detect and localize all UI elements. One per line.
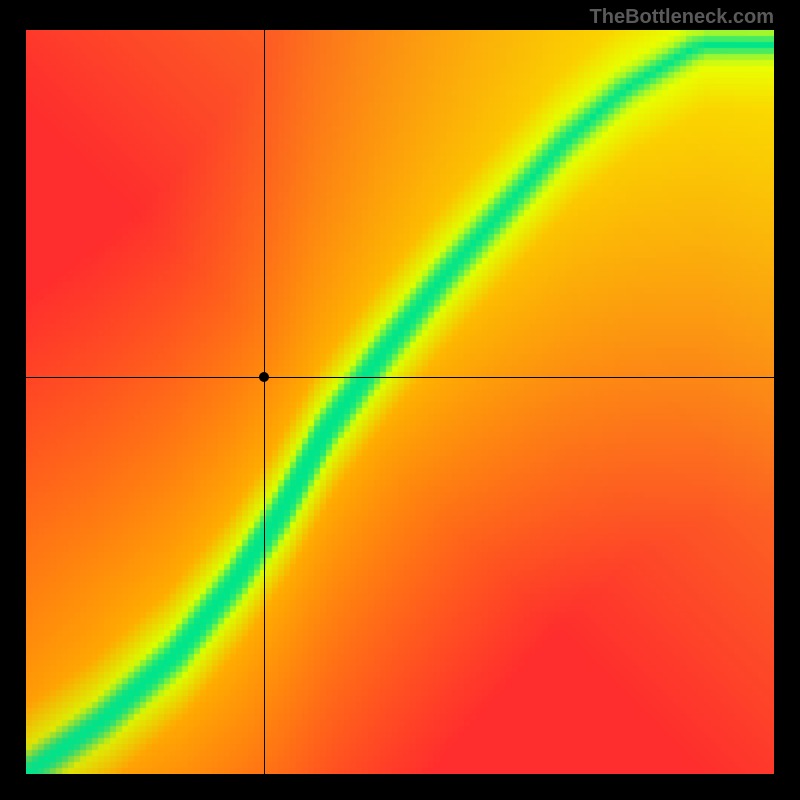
crosshair-vertical <box>264 30 265 774</box>
watermark-text: TheBottleneck.com <box>590 6 774 29</box>
heatmap-canvas <box>26 30 774 774</box>
crosshair-horizontal <box>26 377 774 378</box>
heatmap-plot <box>26 30 774 774</box>
crosshair-marker <box>259 372 269 382</box>
